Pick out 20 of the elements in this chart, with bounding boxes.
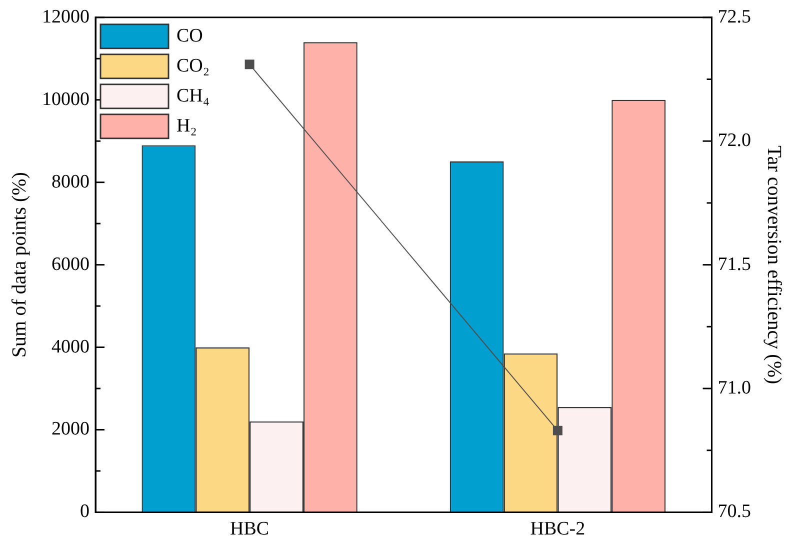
text: 71.0 xyxy=(718,377,751,398)
legend-label: CH₄ xyxy=(176,85,210,106)
y-tick-label: 6000 xyxy=(52,254,90,275)
legend-label: CO₂ xyxy=(176,55,210,76)
y2-axis-title: Tar conversion efficiency (%) xyxy=(762,145,785,384)
y-tick-label: 8000 xyxy=(52,171,90,192)
y-tick-label: 0 xyxy=(80,501,90,522)
y-tick-label: 4000 xyxy=(52,336,90,358)
y-tick-label: 2000 xyxy=(52,418,90,440)
y2-tick-label: 71.5 xyxy=(718,254,751,275)
x-tick-label: HBC-2 xyxy=(530,518,586,540)
text: 72.0 xyxy=(718,130,751,152)
y2-tick-label: 70.5 xyxy=(718,501,751,522)
x-tick-label: HBC xyxy=(230,518,270,540)
y-tick-label: 12000 xyxy=(42,6,90,28)
y2-tick-label: 72.5 xyxy=(718,6,751,28)
y-axis-title: Sum of data points (%) xyxy=(8,172,30,358)
legend-label: H₂ xyxy=(176,115,197,136)
y-tick-label: 10000 xyxy=(42,88,90,110)
legend-label: CO xyxy=(176,25,203,46)
